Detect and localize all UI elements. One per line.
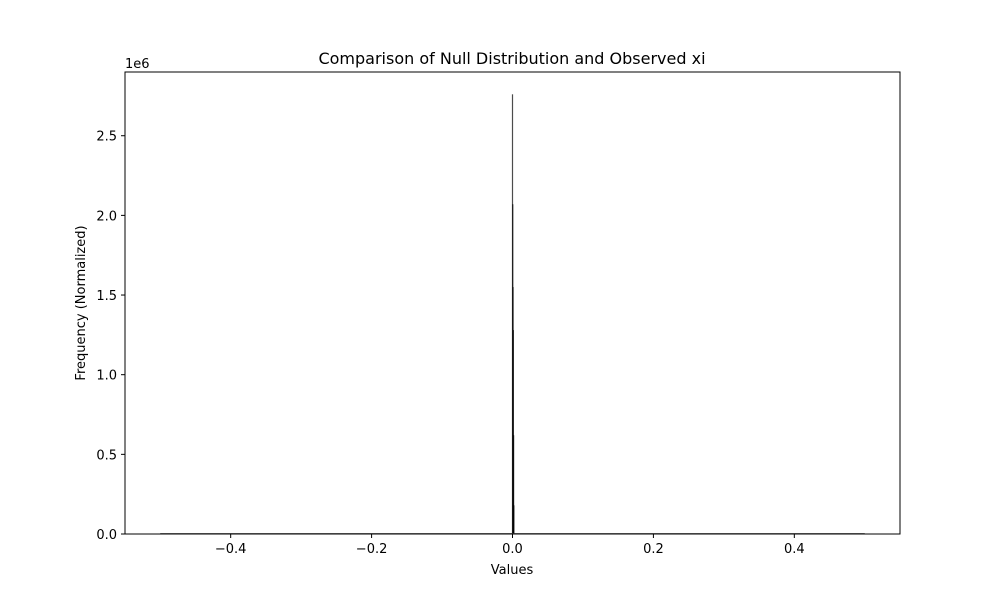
y-axis-label: Frequency (Normalized) [74, 225, 89, 380]
x-axis-label: Values [491, 563, 534, 578]
x-tick-label: 0.4 [784, 542, 805, 557]
histogram-bar [513, 505, 515, 534]
x-tick-label: −0.4 [215, 542, 247, 557]
x-axis-ticks: −0.4 −0.2 0.0 0.2 0.4 [215, 534, 805, 557]
y-offset-text: 1e6 [125, 57, 150, 72]
chart-title: Comparison of Null Distribution and Obse… [318, 49, 705, 68]
histogram-bar [513, 435, 515, 534]
y-tick-label: 1.0 [96, 369, 117, 384]
x-tick-label: 0.0 [502, 542, 523, 557]
y-tick-label: 1.5 [96, 289, 117, 304]
y-axis-ticks: 0.0 0.5 1.0 1.5 2.0 2.5 [96, 130, 125, 543]
x-tick-label: 0.2 [643, 542, 664, 557]
histogram-bars [159, 94, 866, 535]
y-tick-label: 2.0 [96, 209, 117, 224]
x-tick-label: −0.2 [356, 542, 388, 557]
y-tick-label: 2.5 [96, 130, 117, 145]
y-tick-label: 0.0 [96, 528, 117, 543]
y-tick-label: 0.5 [96, 448, 117, 463]
histogram-bar [512, 330, 514, 534]
